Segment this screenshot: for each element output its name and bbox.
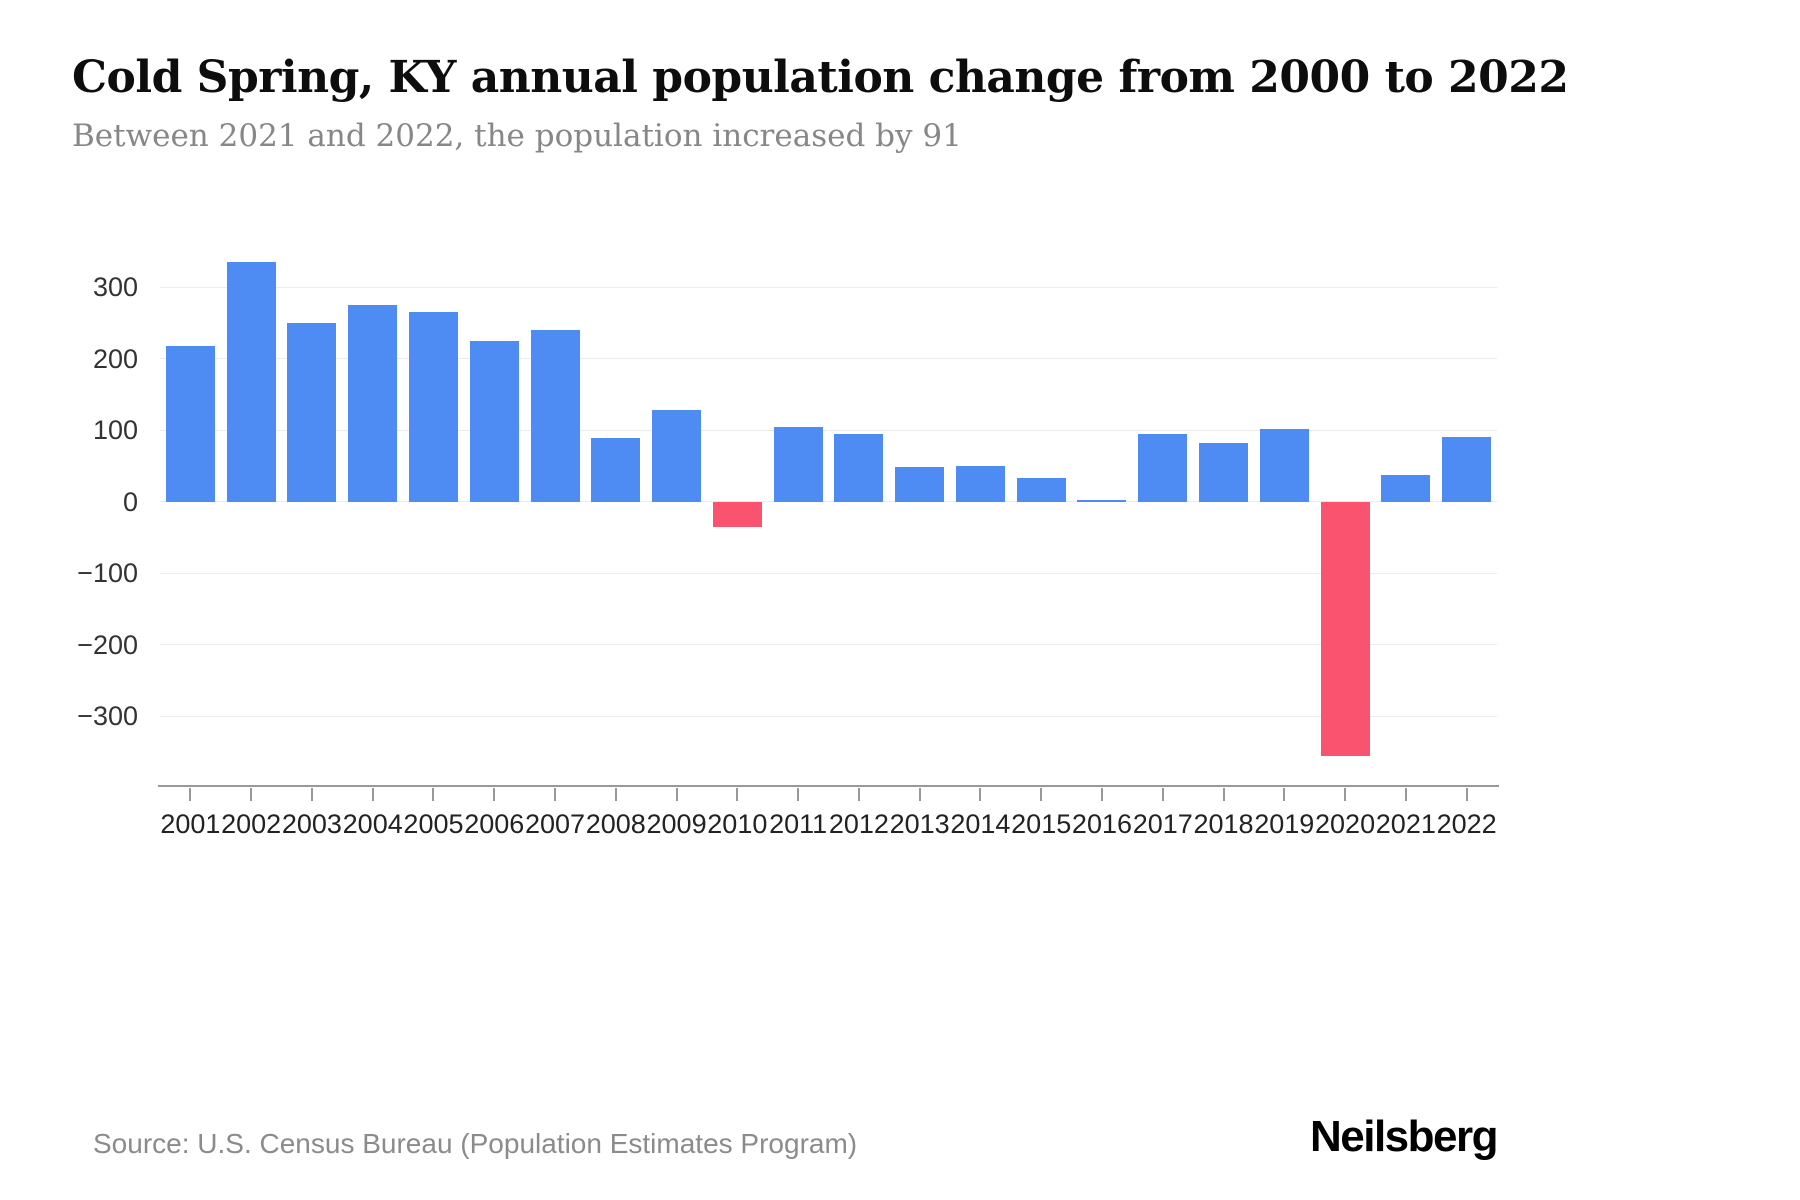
bar-2015[interactable] (1016, 478, 1066, 502)
gridline (160, 286, 1497, 288)
gridline (160, 501, 1497, 503)
x-tick-label: 2014 (950, 809, 1011, 839)
x-tick-label: 2020 (1315, 809, 1376, 839)
bar-2007[interactable] (530, 330, 580, 502)
x-tick (1040, 788, 1043, 801)
x-tick (310, 788, 313, 801)
x-tick-label: 2001 (160, 809, 221, 839)
bar-2008[interactable] (591, 438, 641, 502)
x-tick-label: 2017 (1132, 809, 1193, 839)
x-tick-label: 2022 (1436, 809, 1497, 839)
x-tick (493, 788, 496, 801)
bar-2019[interactable] (1259, 428, 1309, 502)
bar-2018[interactable] (1199, 443, 1249, 502)
x-tick (250, 788, 253, 801)
x-tick (1283, 788, 1286, 801)
x-tick-label: 2008 (585, 809, 646, 839)
y-tick-label: 300 (92, 272, 138, 303)
x-tick-label: 2009 (646, 809, 707, 839)
bar-2022[interactable] (1442, 436, 1492, 502)
bar-2012[interactable] (834, 433, 884, 502)
x-tick-label: 2006 (464, 809, 525, 839)
bar-2017[interactable] (1138, 433, 1188, 502)
x-tick-label: 2019 (1254, 809, 1315, 839)
bar-2013[interactable] (895, 466, 945, 502)
bar-2005[interactable] (408, 312, 458, 502)
bar-2004[interactable] (348, 305, 398, 502)
gridline (160, 644, 1497, 646)
x-tick-label: 2002 (221, 809, 282, 839)
bar-2001[interactable] (165, 345, 215, 502)
x-tick (1465, 788, 1468, 801)
x-tick-label: 2012 (828, 809, 889, 839)
brand-logo[interactable]: Neilsberg (1309, 1112, 1499, 1161)
x-tick (979, 788, 982, 801)
x-tick-label: 2013 (889, 809, 950, 839)
x-tick (1100, 788, 1103, 801)
x-tick (554, 788, 557, 801)
y-axis-labels: 300 200 100 0 −100 −200 −300 (0, 230, 148, 785)
bar-2006[interactable] (469, 340, 519, 502)
x-tick-label: 2015 (1011, 809, 1072, 839)
y-tick-label: −100 (77, 558, 138, 589)
x-tick (1161, 788, 1164, 801)
bar-2020[interactable] (1320, 501, 1370, 756)
x-tick-label: 2018 (1193, 809, 1254, 839)
x-tick (918, 788, 921, 801)
x-tick (1344, 788, 1347, 801)
x-tick-label: 2005 (403, 809, 464, 839)
bar-2009[interactable] (652, 409, 702, 502)
x-tick (1222, 788, 1225, 801)
y-tick-label: −200 (77, 629, 138, 660)
bar-2011[interactable] (773, 426, 823, 502)
x-tick (857, 788, 860, 801)
x-tick-label: 2004 (342, 809, 403, 839)
chart-subtitle: Between 2021 and 2022, the population in… (72, 118, 962, 154)
y-tick-label: −300 (77, 701, 138, 732)
x-tick (432, 788, 435, 801)
y-tick-label: 200 (92, 343, 138, 374)
x-axis-line (158, 785, 1499, 787)
bar-2010[interactable] (712, 501, 762, 527)
x-tick (371, 788, 374, 801)
x-tick (736, 788, 739, 801)
x-tick (189, 788, 192, 801)
bar-2016[interactable] (1077, 500, 1127, 502)
gridline (160, 715, 1497, 717)
plot-area (160, 230, 1497, 785)
source-note: Source: U.S. Census Bureau (Population E… (93, 1128, 858, 1159)
x-tick (797, 788, 800, 801)
x-axis: 2001 2002 2003 2004 2005 2006 2007 2008 2009 2010… (160, 785, 1497, 855)
x-tick (675, 788, 678, 801)
x-tick-label: 2011 (769, 809, 828, 839)
gridline (160, 572, 1497, 574)
bar-2003[interactable] (287, 322, 337, 502)
x-tick-label: 2007 (524, 809, 586, 839)
x-tick (1404, 788, 1407, 801)
x-tick-label: 2016 (1071, 809, 1132, 839)
bar-2014[interactable] (955, 466, 1005, 502)
x-tick-label: 2003 (281, 809, 342, 839)
x-tick (614, 788, 617, 801)
x-tick-label: 2021 (1375, 809, 1436, 839)
y-tick-label: 0 (122, 486, 138, 517)
gridline (160, 429, 1497, 431)
x-tick-label: 2010 (707, 809, 768, 839)
bar-2021[interactable] (1381, 475, 1431, 502)
bar-2002[interactable] (226, 262, 276, 502)
y-tick-label: 100 (92, 415, 138, 446)
chart-title: Cold Spring, KY annual population change… (72, 52, 1569, 103)
gridline (160, 358, 1497, 360)
